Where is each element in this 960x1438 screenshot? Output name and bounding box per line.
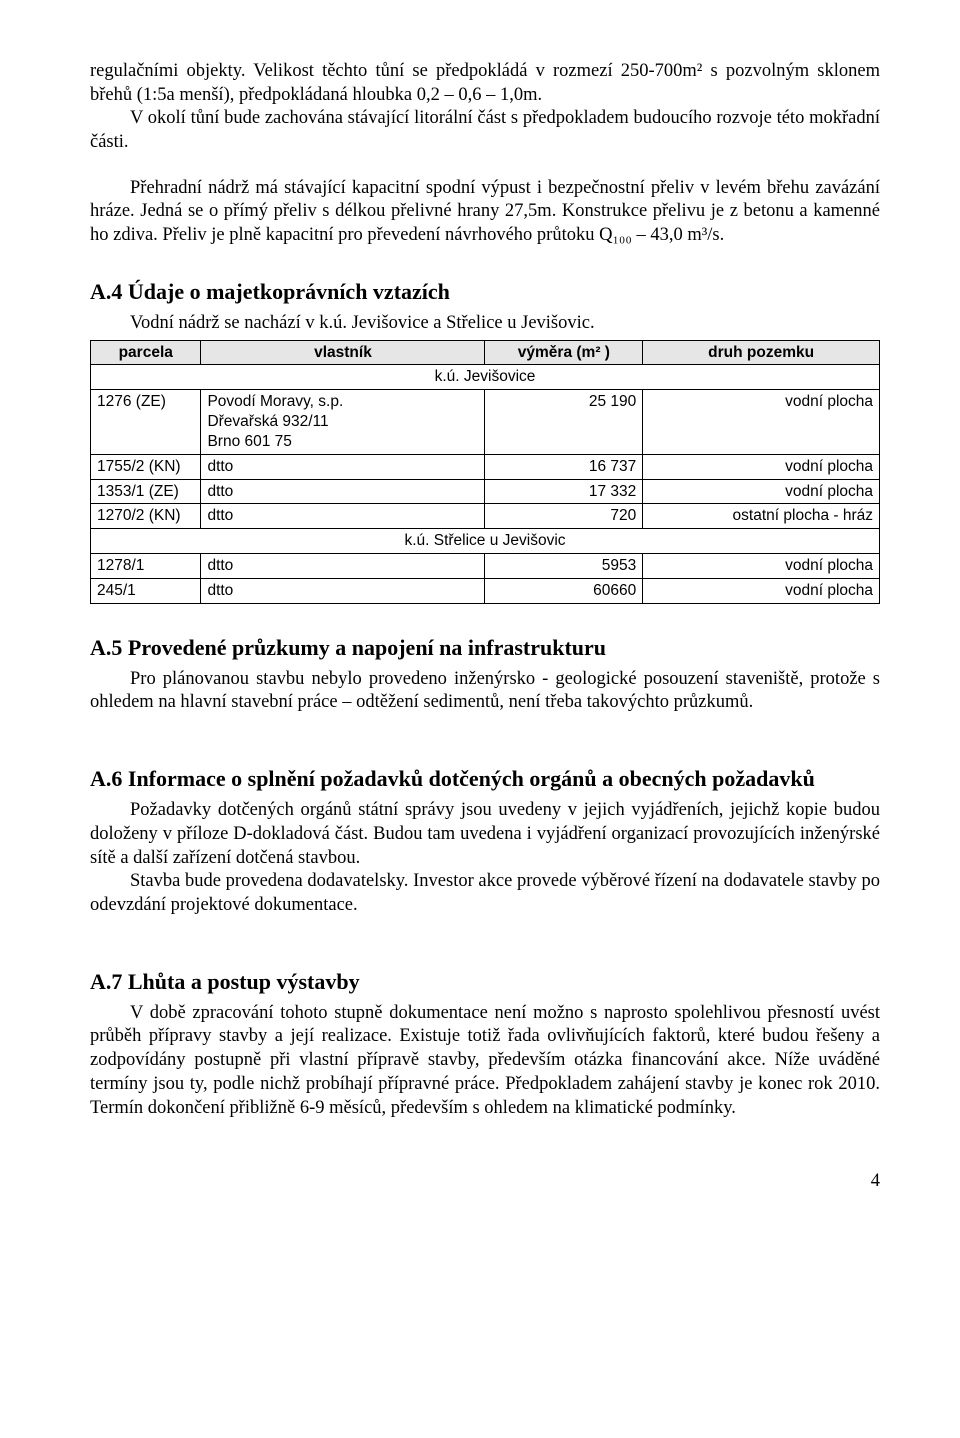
table-row: 1276 (ZE) Povodí Moravy, s.p. Dřevařská … <box>91 390 880 454</box>
cell-parcela: 245/1 <box>91 578 201 603</box>
th-druh: druh pozemku <box>643 340 880 365</box>
a5-heading: A.5 Provedené průzkumy a napojení na inf… <box>90 634 880 662</box>
table-subhead-row: k.ú. Střelice u Jevišovic <box>91 529 880 554</box>
a5-p1: Pro plánovanou stavbu nebylo provedeno i… <box>90 668 880 715</box>
cell-vymera: 17 332 <box>485 479 643 504</box>
cell-parcela: 1353/1 (ZE) <box>91 479 201 504</box>
cell-vlastnik: dtto <box>201 454 485 479</box>
cell-vymera: 5953 <box>485 553 643 578</box>
table-row: 1270/2 (KN) dtto 720 ostatní plocha - hr… <box>91 504 880 529</box>
cell-vlastnik: dtto <box>201 504 485 529</box>
a6-p2: Stavba bude provedena dodavatelsky. Inve… <box>90 870 880 917</box>
cell-druh: ostatní plocha - hráz <box>643 504 880 529</box>
th-parcela: parcela <box>91 340 201 365</box>
subhead-strelice: k.ú. Střelice u Jevišovic <box>91 529 880 554</box>
intro-p3: Přehradní nádrž má stávající kapacitní s… <box>90 177 880 248</box>
cell-parcela: 1270/2 (KN) <box>91 504 201 529</box>
ownership-table: parcela vlastník výměra (m² ) druh pozem… <box>90 340 880 604</box>
intro-p2: V okolí tůní bude zachována stávající li… <box>90 107 880 154</box>
cell-druh: vodní plocha <box>643 454 880 479</box>
table-row: 1755/2 (KN) dtto 16 737 vodní plocha <box>91 454 880 479</box>
a6-p1: Požadavky dotčených orgánů státní správy… <box>90 799 880 870</box>
a4-lead: Vodní nádrž se nachází v k.ú. Jevišovice… <box>90 312 880 336</box>
th-vymera: výměra (m² ) <box>485 340 643 365</box>
table-row: 1278/1 dtto 5953 vodní plocha <box>91 553 880 578</box>
table-row: 1353/1 (ZE) dtto 17 332 vodní plocha <box>91 479 880 504</box>
cell-vymera: 16 737 <box>485 454 643 479</box>
cell-parcela: 1276 (ZE) <box>91 390 201 454</box>
cell-vlastnik: dtto <box>201 578 485 603</box>
table-row: 245/1 dtto 60660 vodní plocha <box>91 578 880 603</box>
cell-vlastnik: dtto <box>201 553 485 578</box>
cell-vymera: 60660 <box>485 578 643 603</box>
intro-p1: regulačními objekty. Velikost těchto tůn… <box>90 60 880 107</box>
cell-parcela: 1755/2 (KN) <box>91 454 201 479</box>
a4-heading: A.4 Údaje o majetkoprávních vztazích <box>90 278 880 306</box>
a7-heading: A.7 Lhůta a postup výstavby <box>90 968 880 996</box>
cell-vlastnik: Povodí Moravy, s.p. Dřevařská 932/11 Brn… <box>201 390 485 454</box>
cell-vymera: 720 <box>485 504 643 529</box>
th-vlastnik: vlastník <box>201 340 485 365</box>
cell-parcela: 1278/1 <box>91 553 201 578</box>
page-number: 4 <box>90 1170 880 1194</box>
cell-vlastnik: dtto <box>201 479 485 504</box>
cell-druh: vodní plocha <box>643 578 880 603</box>
subhead-jevisovice: k.ú. Jevišovice <box>91 365 880 390</box>
cell-druh: vodní plocha <box>643 479 880 504</box>
cell-vymera: 25 190 <box>485 390 643 454</box>
a6-heading: A.6 Informace o splnění požadavků dotčen… <box>90 765 880 793</box>
table-header-row: parcela vlastník výměra (m² ) druh pozem… <box>91 340 880 365</box>
table-subhead-row: k.ú. Jevišovice <box>91 365 880 390</box>
cell-druh: vodní plocha <box>643 553 880 578</box>
a7-p1: V době zpracování tohoto stupně dokument… <box>90 1002 880 1120</box>
cell-druh: vodní plocha <box>643 390 880 454</box>
